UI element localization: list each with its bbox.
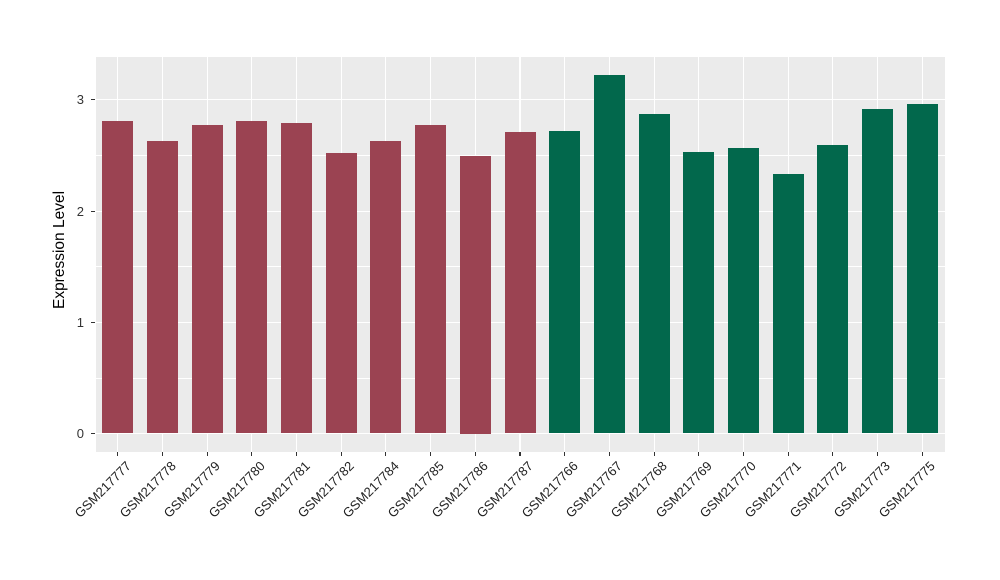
x-tick-mark — [474, 451, 476, 456]
bar-GSM217781 — [281, 123, 313, 434]
bar-GSM217779 — [191, 125, 223, 434]
x-tick-mark — [608, 451, 610, 456]
bar-GSM217772 — [817, 145, 849, 434]
x-tick-mark — [742, 451, 744, 456]
x-tick-mark — [876, 451, 879, 456]
x-tick-mark — [653, 451, 655, 456]
bar-GSM217780 — [236, 121, 268, 434]
bar-GSM217777 — [102, 121, 134, 434]
x-tick-mark — [921, 451, 923, 456]
bar-GSM217782 — [325, 153, 357, 434]
x-tick-mark — [832, 451, 834, 456]
bar-GSM217778 — [147, 141, 179, 434]
x-tick-mark — [161, 451, 164, 456]
major-gridline — [95, 99, 945, 101]
y-tick-mark — [90, 99, 95, 101]
x-tick-mark — [340, 451, 342, 456]
y-axis-title: Expression Level — [51, 190, 68, 310]
bar-GSM217775 — [906, 104, 938, 434]
y-tick-mark — [90, 210, 95, 212]
x-tick-mark — [698, 451, 700, 456]
bar-GSM217766 — [549, 131, 581, 434]
bar-GSM217771 — [772, 174, 804, 434]
x-tick-mark — [206, 451, 208, 456]
x-tick-mark — [787, 451, 789, 456]
y-tick-label: 2 — [76, 203, 84, 219]
bar-GSM217767 — [593, 75, 625, 434]
x-tick-mark — [564, 451, 566, 456]
x-tick-mark — [117, 451, 119, 456]
bar-GSM217768 — [638, 114, 670, 434]
major-gridline — [95, 432, 945, 435]
bar-GSM217786 — [459, 155, 491, 434]
y-tick-mark — [90, 321, 95, 323]
x-tick-mark — [385, 451, 387, 456]
bar-GSM217773 — [861, 108, 893, 434]
bar-GSM217770 — [727, 147, 759, 434]
y-tick-mark — [90, 432, 95, 435]
y-tick-label: 0 — [76, 426, 84, 441]
bar-GSM217787 — [504, 132, 536, 434]
x-tick-mark — [251, 451, 253, 456]
y-tick-label: 3 — [76, 92, 84, 108]
x-tick-mark — [430, 451, 432, 456]
y-tick-label: 1 — [76, 314, 84, 330]
bar-GSM217784 — [370, 141, 402, 434]
x-tick-mark — [296, 451, 298, 456]
bar-GSM217769 — [683, 152, 715, 434]
bar-GSM217785 — [415, 125, 447, 434]
x-tick-mark — [519, 451, 521, 456]
